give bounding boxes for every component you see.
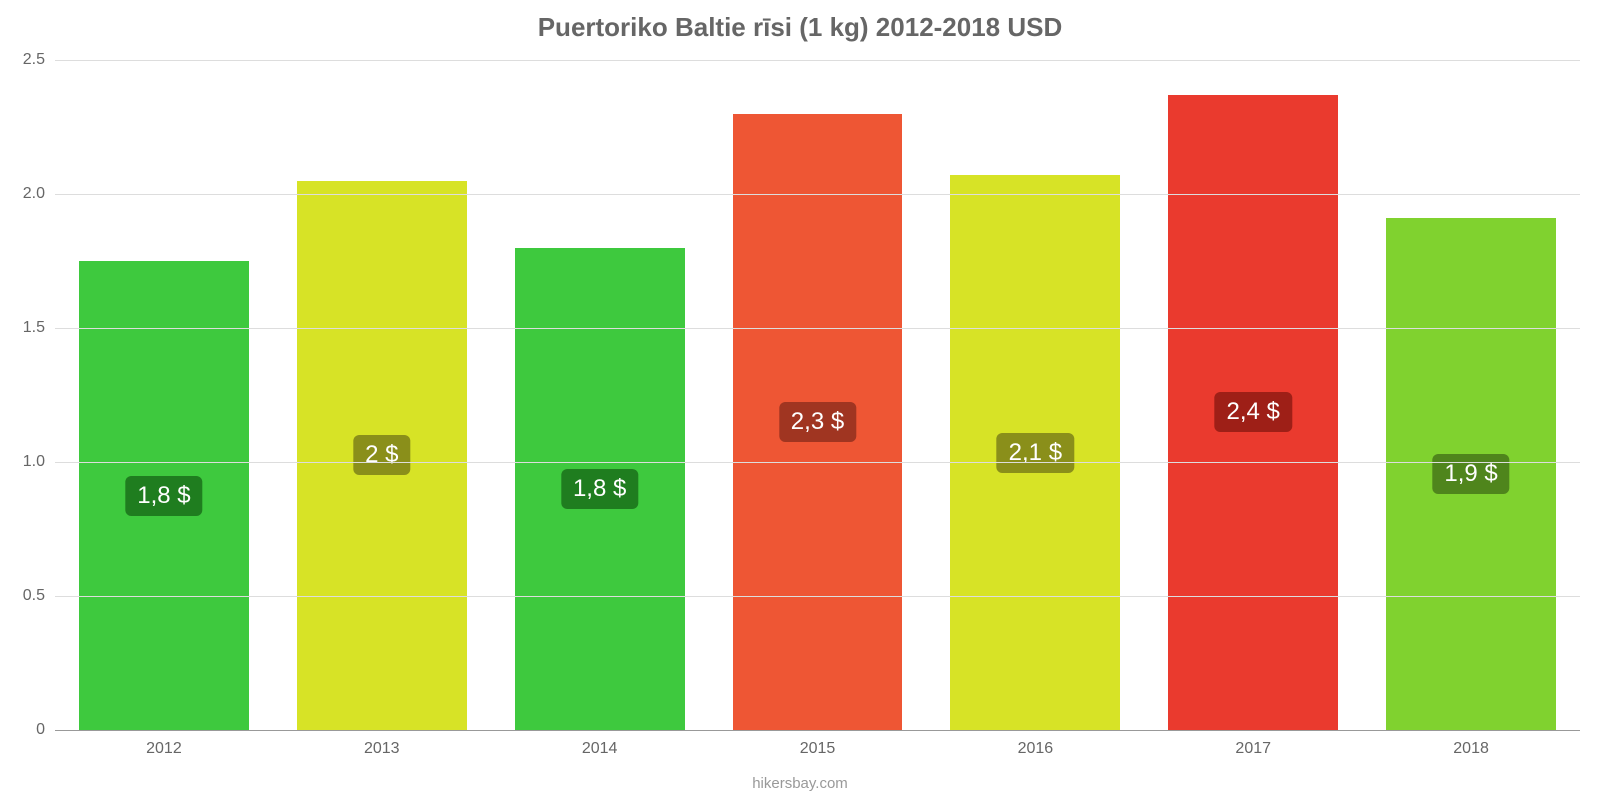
bar-slot: 1,9 $2018	[1362, 60, 1580, 730]
bar-slot: 1,8 $2012	[55, 60, 273, 730]
x-tick-label: 2014	[582, 740, 618, 758]
bar: 1,8 $	[515, 248, 685, 730]
bar-slot: 2,3 $2015	[709, 60, 927, 730]
y-tick-label: 0	[36, 721, 45, 739]
bar-value-label: 1,8 $	[125, 476, 202, 516]
x-tick-label: 2013	[364, 740, 400, 758]
gridline	[55, 328, 1580, 329]
bar: 2,1 $	[950, 175, 1120, 730]
y-tick-label: 2.0	[23, 185, 45, 203]
gridline	[55, 462, 1580, 463]
bars-container: 1,8 $20122 $20131,8 $20142,3 $20152,1 $2…	[55, 60, 1580, 730]
bar: 2,3 $	[733, 114, 903, 730]
bar-slot: 1,8 $2014	[491, 60, 709, 730]
plot-area: 1,8 $20122 $20131,8 $20142,3 $20152,1 $2…	[55, 60, 1580, 730]
y-tick-label: 0.5	[23, 587, 45, 605]
gridline	[55, 194, 1580, 195]
bar: 1,8 $	[79, 261, 249, 730]
bar-slot: 2 $2013	[273, 60, 491, 730]
bar-value-label: 1,8 $	[561, 469, 638, 509]
x-axis-baseline	[55, 730, 1580, 731]
y-tick-label: 2.5	[23, 51, 45, 69]
y-tick-label: 1.0	[23, 453, 45, 471]
bar-slot: 2,1 $2016	[926, 60, 1144, 730]
chart-area: 1,8 $20122 $20131,8 $20142,3 $20152,1 $2…	[55, 60, 1580, 730]
bar-value-label: 2 $	[353, 435, 410, 475]
bar-value-label: 1,9 $	[1432, 454, 1509, 494]
chart-title: Puertoriko Baltie rīsi (1 kg) 2012-2018 …	[0, 0, 1600, 43]
gridline	[55, 60, 1580, 61]
x-tick-label: 2015	[800, 740, 836, 758]
gridline	[55, 596, 1580, 597]
x-tick-label: 2018	[1453, 740, 1489, 758]
bar-value-label: 2,4 $	[1215, 392, 1292, 432]
x-tick-label: 2016	[1018, 740, 1054, 758]
y-tick-label: 1.5	[23, 319, 45, 337]
bar: 1,9 $	[1386, 218, 1556, 730]
attribution: hikersbay.com	[0, 775, 1600, 792]
bar-slot: 2,4 $2017	[1144, 60, 1362, 730]
x-tick-label: 2017	[1235, 740, 1271, 758]
x-tick-label: 2012	[146, 740, 182, 758]
bar-value-label: 2,3 $	[779, 402, 856, 442]
bar-value-label: 2,1 $	[997, 433, 1074, 473]
bar: 2,4 $	[1168, 95, 1338, 730]
bar: 2 $	[297, 181, 467, 730]
